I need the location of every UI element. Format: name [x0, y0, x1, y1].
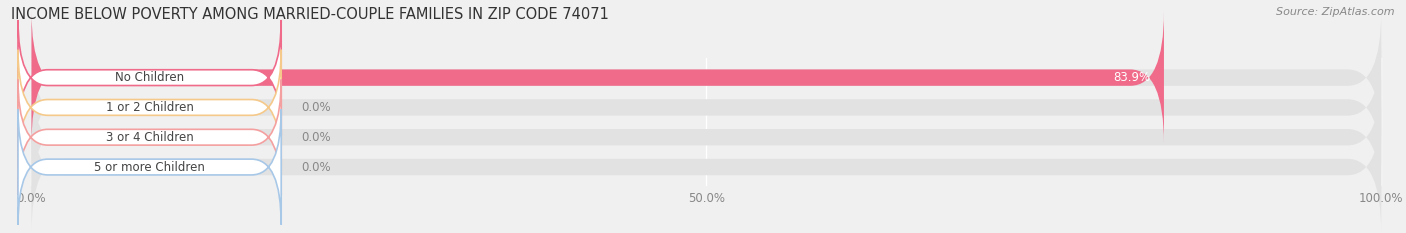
FancyBboxPatch shape — [31, 71, 1381, 204]
FancyBboxPatch shape — [18, 20, 281, 135]
Text: 83.9%: 83.9% — [1114, 71, 1150, 84]
Text: No Children: No Children — [115, 71, 184, 84]
FancyBboxPatch shape — [18, 50, 281, 165]
FancyBboxPatch shape — [18, 109, 281, 225]
Text: Source: ZipAtlas.com: Source: ZipAtlas.com — [1277, 7, 1395, 17]
FancyBboxPatch shape — [31, 11, 1381, 144]
Text: 0.0%: 0.0% — [301, 131, 330, 144]
Text: INCOME BELOW POVERTY AMONG MARRIED-COUPLE FAMILIES IN ZIP CODE 74071: INCOME BELOW POVERTY AMONG MARRIED-COUPL… — [11, 7, 609, 22]
FancyBboxPatch shape — [18, 79, 281, 195]
FancyBboxPatch shape — [31, 11, 1164, 144]
Text: 0.0%: 0.0% — [301, 101, 330, 114]
Text: 5 or more Children: 5 or more Children — [94, 161, 205, 174]
FancyBboxPatch shape — [31, 101, 1381, 233]
Text: 0.0%: 0.0% — [301, 161, 330, 174]
Text: 1 or 2 Children: 1 or 2 Children — [105, 101, 194, 114]
Text: 3 or 4 Children: 3 or 4 Children — [105, 131, 194, 144]
FancyBboxPatch shape — [31, 41, 1381, 174]
